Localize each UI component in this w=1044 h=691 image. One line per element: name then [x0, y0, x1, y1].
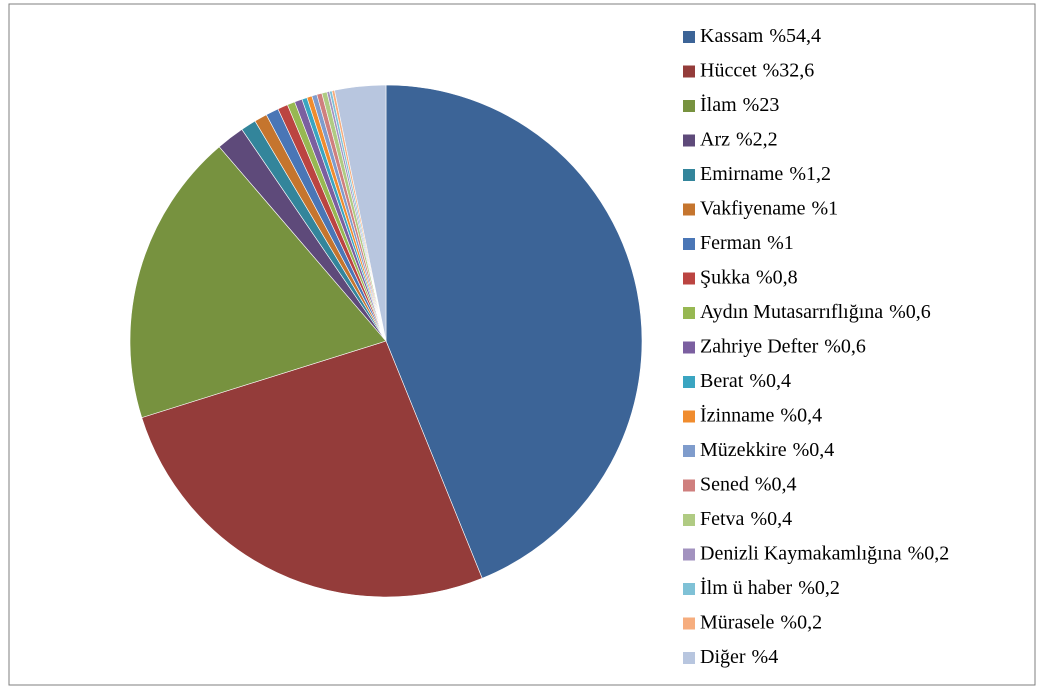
legend-swatch — [683, 65, 695, 78]
legend-category: Müzekkire — [700, 439, 787, 461]
legend-category: Fetva — [700, 508, 745, 530]
legend-category: Diğer — [700, 646, 746, 668]
legend-category: Vakfiyename — [700, 197, 806, 219]
legend-value: %1 — [812, 197, 839, 219]
legend-category: Emirname — [700, 163, 783, 185]
legend-label: Ferman %1 — [700, 232, 794, 254]
legend-label: Arz %2,2 — [700, 128, 778, 150]
legend-swatch — [683, 514, 695, 526]
legend-label: Hüccet %32,6 — [700, 59, 814, 81]
legend-value: %0,2 — [798, 577, 840, 599]
legend-value: %0,6 — [824, 335, 866, 357]
legend-value: %0,6 — [889, 301, 931, 323]
legend-category: İlam — [700, 93, 737, 116]
legend-category: Ferman — [700, 232, 761, 254]
legend-label: Vakfiyename %1 — [700, 197, 838, 219]
legend-category: Arz — [700, 128, 730, 150]
legend-category: Şukka — [700, 266, 750, 288]
legend-category: İzinname — [700, 403, 775, 426]
legend-swatch — [683, 134, 695, 147]
legend-value: %0,4 — [755, 473, 797, 495]
legend-label: Berat %0,4 — [700, 370, 791, 392]
legend-label: Aydın Mutasarrıflığına %0,6 — [700, 301, 931, 323]
legend-value: %0,4 — [750, 508, 792, 530]
legend-swatch — [683, 31, 695, 43]
legend-value: %1 — [767, 232, 794, 254]
legend-value: %0,8 — [756, 266, 798, 288]
legend-label: Mürasele %0,2 — [700, 611, 822, 633]
legend-label: Denizli Kaymakamlığına %0,2 — [700, 542, 949, 564]
legend-swatch — [683, 652, 695, 664]
legend-label: Sened %0,4 — [700, 473, 797, 495]
legend-label: Kassam %54,4 — [700, 25, 821, 47]
legend-swatch — [683, 548, 695, 561]
legend-swatch — [683, 445, 695, 457]
legend-value: %0,4 — [749, 370, 791, 392]
legend-category: Aydın Mutasarrıflığına — [700, 301, 883, 323]
legend-label: Emirname %1,2 — [700, 163, 831, 185]
legend-swatch — [683, 272, 695, 285]
legend-swatch — [683, 100, 695, 112]
legend-value: %0,2 — [908, 542, 950, 564]
legend-category: Sened — [700, 473, 749, 495]
legend-label: İzinname %0,4 — [700, 403, 822, 426]
legend-swatch — [683, 617, 695, 630]
legend-value: %32,6 — [763, 59, 815, 81]
legend-label: Müzekkire %0,4 — [700, 439, 834, 461]
legend-swatch — [683, 238, 695, 250]
pie-slice — [334, 84, 387, 342]
legend-swatch — [683, 583, 695, 595]
legend-value: %4 — [752, 646, 779, 668]
legend-swatch — [683, 410, 695, 423]
pie-slice — [141, 340, 483, 598]
legend-category: Denizli Kaymakamlığına — [700, 542, 902, 564]
legend-swatch — [683, 169, 695, 181]
legend-label: Şukka %0,8 — [700, 266, 798, 288]
legend-category: Zahriye Defter — [700, 335, 819, 357]
legend-value: %0,4 — [780, 404, 822, 426]
legend-label: İlm ü haber %0,2 — [700, 576, 840, 599]
legend-swatch — [683, 341, 695, 354]
legend-value: %2,2 — [736, 128, 778, 150]
legend-label: Diğer %4 — [700, 646, 778, 668]
legend-label: İlam %23 — [700, 93, 779, 116]
legend-value: %23 — [743, 94, 780, 116]
pie-slice — [129, 146, 387, 419]
legend-category: Berat — [700, 370, 744, 392]
legend-value: %0,2 — [780, 611, 822, 633]
legend-label: Zahriye Defter %0,6 — [700, 335, 866, 357]
pie-slice — [385, 84, 643, 579]
legend-swatch — [683, 376, 695, 388]
legend-swatch — [683, 203, 695, 216]
legend-category: Mürasele — [700, 611, 775, 633]
legend-category: Kassam — [700, 25, 764, 47]
legend-category: Hüccet — [700, 59, 757, 81]
legend-category: İlm ü haber — [700, 576, 793, 599]
legend-value: %0,4 — [793, 439, 835, 461]
legend-swatch — [683, 307, 695, 319]
legend-swatch — [683, 479, 695, 492]
legend-label: Fetva %0,4 — [700, 508, 792, 530]
legend-value: %1,2 — [789, 163, 831, 185]
legend-value: %54,4 — [769, 25, 821, 47]
